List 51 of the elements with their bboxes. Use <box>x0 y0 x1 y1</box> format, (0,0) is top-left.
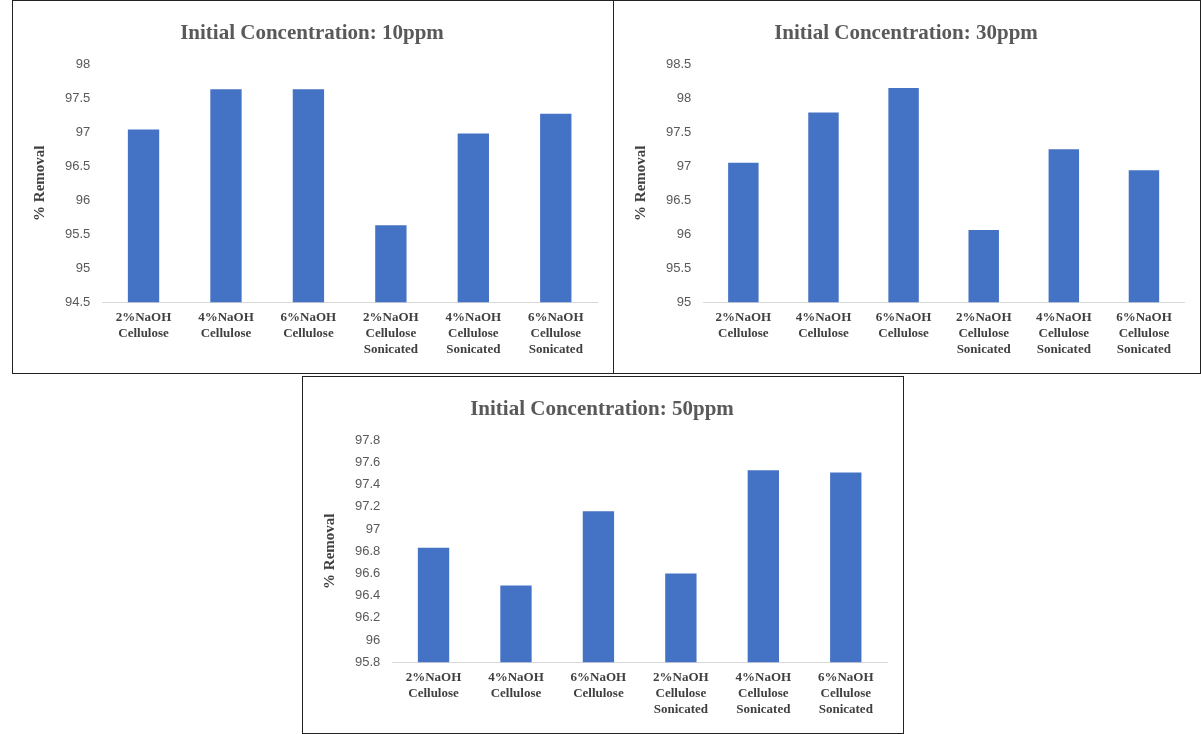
y-tick-label: 98.5 <box>665 55 692 71</box>
y-tick-label: 97.5 <box>64 89 91 105</box>
y-tick-label: 95.8 <box>354 653 381 669</box>
y-tick-label: 98 <box>75 55 91 71</box>
chart-title: Initial Concentration: 50ppm <box>470 396 735 421</box>
x-tick-label: 6%NaOH Cellulose <box>875 309 932 340</box>
x-tick-label: 2%NaOH Cellulose Sonicated <box>363 309 419 356</box>
chart-title: Initial Concentration: 30ppm <box>774 20 1039 45</box>
y-tick-label: 96.2 <box>354 609 381 625</box>
x-tick-label: 4%NaOH Cellulose <box>795 309 852 340</box>
y-tick-label: 97 <box>676 157 692 173</box>
y-axis-title: % Removal <box>320 513 337 589</box>
x-tick-label: 2%NaOH Cellulose <box>115 309 172 340</box>
x-tick-label: 2%NaOH Cellulose <box>715 309 772 340</box>
y-tick-label: 95 <box>676 293 692 309</box>
y-tick-label: 96 <box>365 631 381 647</box>
x-tick-label: 2%NaOH Cellulose Sonicated <box>955 309 1012 356</box>
chart-title: Initial Concentration: 10ppm <box>180 20 445 45</box>
x-tick-label: 6%NaOH Cellulose <box>280 309 337 340</box>
x-tick-label: 2%NaOH Cellulose <box>405 669 462 700</box>
y-tick-label: 96 <box>676 225 692 241</box>
x-tick-label: 6%NaOH Cellulose Sonicated <box>817 669 874 716</box>
y-tick-label: 97 <box>365 520 381 536</box>
y-tick-label: 97.2 <box>354 498 381 514</box>
y-tick-label: 95 <box>75 259 91 275</box>
y-tick-label: 95.5 <box>64 225 91 241</box>
x-tick-label: 4%NaOH Cellulose Sonicated <box>1036 309 1092 356</box>
y-tick-label: 96.6 <box>354 564 381 580</box>
y-tick-label: 96.8 <box>354 542 381 558</box>
y-tick-label: 97 <box>75 123 91 139</box>
x-tick-label: 4%NaOH Cellulose <box>198 309 254 340</box>
y-tick-label: 96.5 <box>665 191 692 207</box>
x-tick-label: 4%NaOH Cellulose Sonicated <box>445 309 502 356</box>
y-tick-label: 97.8 <box>354 431 381 447</box>
y-tick-label: 96 <box>75 191 91 207</box>
x-tick-label: 4%NaOH Cellulose <box>488 669 544 700</box>
x-tick-label: 6%NaOH Cellulose Sonicated <box>1116 309 1172 356</box>
y-tick-label: 94.5 <box>64 293 91 309</box>
y-tick-label: 96.4 <box>354 587 381 603</box>
y-tick-label: 95.5 <box>665 259 692 275</box>
y-axis-title: % Removal <box>631 145 648 221</box>
y-tick-label: 97.5 <box>665 123 692 139</box>
y-tick-label: 97.4 <box>354 476 381 492</box>
y-tick-label: 97.6 <box>354 453 381 469</box>
x-tick-label: 2%NaOH Cellulose Sonicated <box>653 669 709 716</box>
y-tick-label: 96.5 <box>64 157 91 173</box>
x-tick-label: 6%NaOH Cellulose <box>570 669 627 700</box>
y-tick-label: 98 <box>676 89 692 105</box>
y-axis-title: % Removal <box>30 145 47 221</box>
x-tick-label: 6%NaOH Cellulose Sonicated <box>527 309 584 356</box>
x-tick-label: 4%NaOH Cellulose Sonicated <box>735 669 792 716</box>
